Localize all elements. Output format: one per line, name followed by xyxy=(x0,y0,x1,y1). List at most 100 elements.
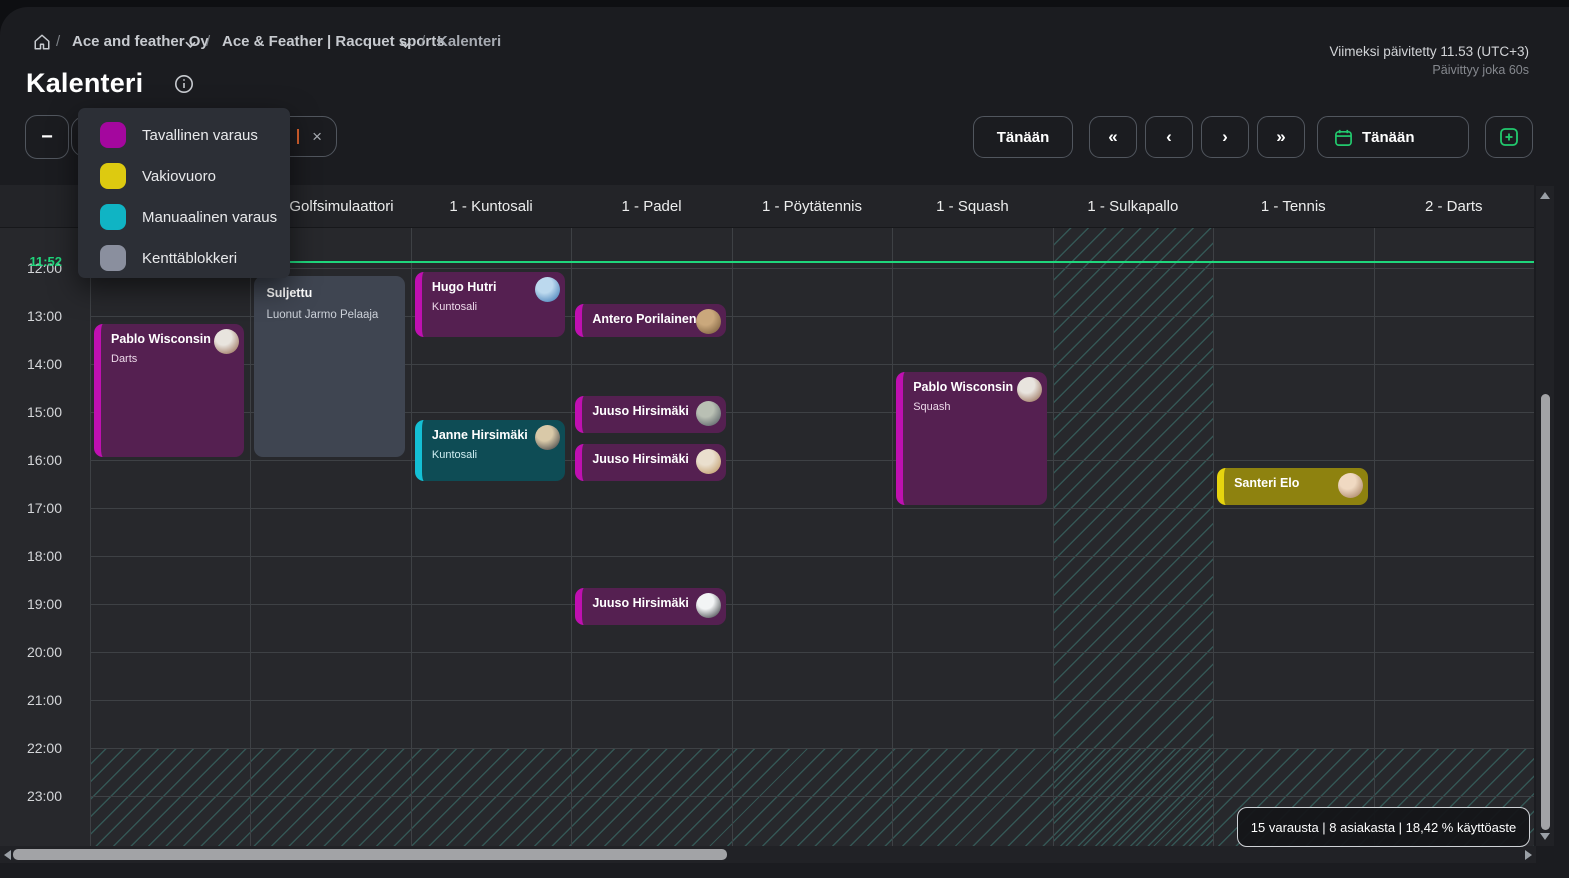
breadcrumb-separator: / xyxy=(56,33,61,50)
grid-hline xyxy=(90,604,1534,605)
booking-event[interactable]: Santeri Elo xyxy=(1217,468,1368,505)
column-header: 1 - Golfsimulaattori xyxy=(267,198,394,215)
scroll-up-icon[interactable] xyxy=(1540,192,1550,199)
scroll-down-icon[interactable] xyxy=(1540,833,1550,840)
event-title: Santeri Elo xyxy=(1234,476,1300,490)
home-icon[interactable] xyxy=(33,33,51,51)
event-subtitle: Kuntosali xyxy=(431,301,478,313)
calendar-grid[interactable]: 12:00 13:00 14:00 15:00 16:00 17:00 18:00 19:00… xyxy=(0,228,1534,846)
add-booking-button[interactable] xyxy=(1485,116,1533,158)
breadcrumb-current: Kalenteri xyxy=(437,33,502,50)
booking-event[interactable]: Juuso Hirsimäki xyxy=(575,444,726,481)
horizontal-scrollbar[interactable] xyxy=(0,846,1536,863)
time-label: 19:00 xyxy=(26,596,62,612)
legend-item-manual: Manuaalinen varaus xyxy=(78,202,290,232)
last-updated-text: Viimeksi päivitetty 11.53 (UTC+3) xyxy=(1329,44,1529,59)
time-label: 12:00 xyxy=(26,260,62,276)
avatar xyxy=(214,329,240,354)
grid-vline xyxy=(1213,228,1215,846)
event-title: Hugo Hutri xyxy=(431,280,497,294)
grid-vline xyxy=(892,228,894,846)
zoom-out-button[interactable]: − xyxy=(25,115,69,159)
grid-vline xyxy=(571,228,573,846)
booking-event[interactable]: Juuso Hirsimäki xyxy=(575,588,726,625)
grid-vline xyxy=(1373,228,1375,846)
booking-event[interactable]: Hugo Hutri Kuntosali xyxy=(414,272,566,337)
breadcrumb-separator: / xyxy=(421,33,426,50)
legend-swatch-standing xyxy=(100,163,126,189)
time-label: 22:00 xyxy=(26,740,62,756)
court-blocker-event[interactable]: Suljettu Luonut Jarmo Pelaaja xyxy=(254,276,405,457)
booking-event[interactable]: Antero Porilainen xyxy=(575,304,726,337)
next-button[interactable]: › xyxy=(1201,116,1249,158)
event-title: Janne Hirsimäki xyxy=(431,428,528,442)
legend-label: Vakiovuoro xyxy=(142,167,216,185)
horizontal-scrollbar-thumb[interactable] xyxy=(13,849,727,860)
booking-event[interactable]: Pablo Wisconsin Squash xyxy=(896,372,1047,505)
current-time-label: 11:52 xyxy=(29,253,62,269)
prev-fast-button[interactable]: « xyxy=(1089,116,1137,158)
grid-hline xyxy=(90,508,1534,509)
text-caret xyxy=(297,129,300,144)
close-icon[interactable]: × xyxy=(312,127,322,146)
column-header: 1 - Padel xyxy=(621,198,682,215)
info-icon[interactable] xyxy=(174,74,194,94)
prev-button[interactable]: ‹ xyxy=(1145,116,1193,158)
date-picker-button[interactable]: Tänään xyxy=(1317,116,1469,158)
grid-hline xyxy=(90,316,1534,317)
grid-hline xyxy=(90,556,1534,557)
column-header: 2 - Darts xyxy=(1425,198,1483,215)
time-label: 15:00 xyxy=(26,404,62,420)
today-button[interactable]: Tänään xyxy=(973,116,1073,158)
event-title: Juuso Hirsimäki xyxy=(592,404,689,418)
booking-event[interactable]: Pablo Wisconsin Darts xyxy=(94,324,245,457)
grid-hline xyxy=(90,364,1534,365)
grid-hline xyxy=(90,700,1534,701)
legend-swatch-blocker xyxy=(100,245,126,271)
scroll-right-icon[interactable] xyxy=(1525,850,1532,860)
booking-event[interactable]: Juuso Hirsimäki xyxy=(575,396,726,433)
time-label: 18:00 xyxy=(26,548,62,564)
event-subtitle: Darts xyxy=(111,353,138,365)
column-header: 1 - Sulkapallo xyxy=(1087,198,1179,215)
legend-panel: Tavallinen varaus Vakiovuoro Manuaalinen v… xyxy=(78,108,290,278)
vertical-scrollbar[interactable] xyxy=(1536,186,1554,846)
event-subtitle: Squash xyxy=(913,401,951,413)
avatar xyxy=(695,309,721,334)
usage-stats-badge: 15 varausta | 8 asiakasta | 18,42 % käyt… xyxy=(1237,807,1530,847)
column-header: 1 - Kuntosali xyxy=(449,198,533,215)
avatar xyxy=(1337,473,1363,498)
legend-item-blocker: Kenttäblokkeri xyxy=(78,243,290,273)
avatar xyxy=(1016,377,1042,402)
refresh-note: Päivittyy joka 60s xyxy=(1432,63,1529,77)
avatar xyxy=(695,449,721,474)
scroll-left-icon[interactable] xyxy=(4,850,11,860)
date-picker-label: Tänään xyxy=(1362,128,1415,146)
chevron-down-icon[interactable] xyxy=(185,37,196,55)
time-label: 21:00 xyxy=(26,692,62,708)
booking-event[interactable]: Janne Hirsimäki Kuntosali xyxy=(414,420,566,481)
event-title: Pablo Wisconsin xyxy=(111,332,211,346)
chevron-down-icon[interactable] xyxy=(400,37,411,55)
legend-label: Tavallinen varaus xyxy=(142,126,258,144)
next-fast-button[interactable]: » xyxy=(1257,116,1305,158)
vertical-scrollbar-thumb[interactable] xyxy=(1540,394,1550,830)
grid-vline xyxy=(410,228,412,846)
grid-vline xyxy=(731,228,733,846)
time-label: 16:00 xyxy=(26,452,62,468)
column-header: 1 - Pöytätennis xyxy=(761,198,863,215)
page-title: Kalenteri xyxy=(26,68,144,98)
legend-swatch-manual xyxy=(100,204,126,230)
time-label: 17:00 xyxy=(26,500,62,516)
breadcrumb-separator: / xyxy=(206,33,211,50)
legend-swatch-normal xyxy=(100,122,126,148)
event-title: Antero Porilainen xyxy=(592,312,697,326)
grid-hline xyxy=(90,268,1534,269)
breadcrumb-venue[interactable]: Ace & Feather | Racquet sports xyxy=(222,33,445,50)
legend-label: Kenttäblokkeri xyxy=(142,249,238,267)
avatar xyxy=(695,401,721,426)
breadcrumb-org[interactable]: Ace and feather Oy xyxy=(72,33,209,50)
grid-vline xyxy=(250,228,252,846)
time-label: 23:00 xyxy=(26,788,62,804)
